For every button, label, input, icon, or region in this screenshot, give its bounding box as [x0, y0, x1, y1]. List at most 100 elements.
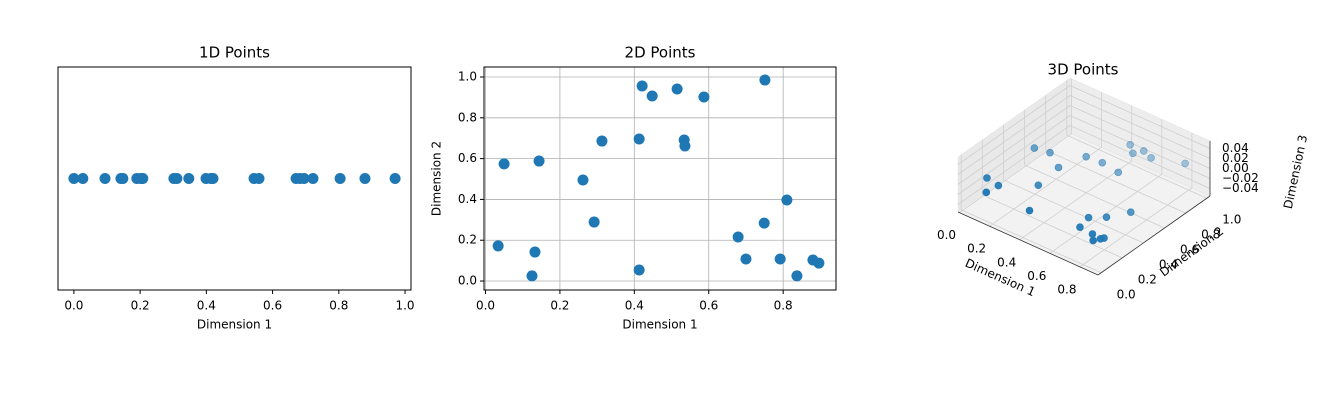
x-tick-label: 0.4 — [197, 299, 216, 313]
y-axis-label: Dimension 2 — [1157, 224, 1226, 280]
x-tick-label: 0.0 — [937, 228, 956, 242]
x-tick-label: 0.0 — [476, 299, 495, 313]
y-tick-label: 0.6 — [458, 151, 477, 165]
point — [183, 173, 195, 184]
y-tick-label: 0.6 — [1180, 243, 1199, 257]
z-tick-label: 0.00 — [1222, 161, 1249, 175]
point — [1054, 163, 1063, 172]
grid-line — [957, 95, 1071, 175]
point — [791, 270, 803, 282]
point — [698, 91, 710, 103]
y-tick-label: 0.0 — [1117, 287, 1136, 301]
grid-line — [1019, 160, 1132, 241]
z-tick-label: 0.04 — [1222, 141, 1249, 155]
grid-line — [957, 85, 1071, 165]
x-tick-label: 0.2 — [550, 299, 569, 313]
grid-line — [1069, 95, 1211, 159]
grid-line — [989, 146, 1102, 227]
point — [77, 173, 89, 184]
x-tick-label: 0.8 — [774, 299, 793, 313]
x-tick-label: 0.6 — [1027, 269, 1046, 283]
point — [171, 173, 183, 184]
chart-title: 3D Points — [1048, 61, 1119, 79]
point — [1129, 149, 1137, 158]
point — [1089, 236, 1097, 245]
grid-line — [1066, 134, 1207, 199]
grid-line — [1003, 179, 1144, 244]
point — [1139, 147, 1148, 155]
y-tick-label: 0.4 — [1159, 257, 1178, 271]
z-axis-label: Dimension 3 — [1281, 134, 1310, 211]
axes-frame — [483, 66, 837, 291]
y-axis-label: Dimension 2 — [430, 141, 444, 216]
y-tick-label: 0.2 — [1138, 272, 1157, 286]
point — [732, 231, 744, 243]
grid-line — [1069, 125, 1211, 189]
point — [207, 173, 219, 184]
point — [533, 155, 545, 167]
point — [526, 270, 538, 282]
x-tick-label: 0.8 — [329, 299, 348, 313]
point — [983, 174, 991, 182]
point — [1096, 235, 1105, 243]
grid-line — [1069, 105, 1211, 169]
y-tick-label: 1.0 — [1222, 213, 1241, 227]
grid-line — [957, 115, 1071, 195]
axes-frame — [57, 66, 412, 291]
y-tick-label: 0.0 — [458, 274, 477, 288]
y-tick-label: 0.8 — [1201, 228, 1220, 242]
point — [498, 158, 510, 170]
z-tick-label: −0.02 — [1222, 171, 1259, 185]
point — [633, 133, 645, 145]
x-tick-label: 0.0 — [64, 299, 83, 313]
point — [646, 90, 658, 102]
point — [389, 173, 401, 184]
point — [774, 253, 786, 265]
z-tick-label: −0.04 — [1222, 181, 1259, 195]
x-axis-label: Dimension 1 — [622, 318, 697, 332]
grid-line — [1069, 115, 1211, 179]
x-tick-label: 0.8 — [1057, 282, 1076, 296]
y-tick-label: 0.4 — [458, 192, 477, 206]
point — [679, 140, 691, 152]
point — [1030, 144, 1039, 152]
z-tick-label: 0.02 — [1222, 151, 1249, 165]
grid-line — [982, 194, 1123, 259]
y-tick-label: 1.0 — [458, 69, 477, 83]
point — [1126, 140, 1134, 149]
grid-line — [957, 105, 1071, 185]
grid-line — [961, 209, 1102, 274]
grid-line — [1069, 85, 1211, 149]
y-axis-line — [1097, 195, 1211, 276]
point — [99, 173, 111, 184]
x-axis-line — [957, 211, 1099, 276]
x-tick-label: 0.4 — [625, 299, 644, 313]
point — [298, 173, 310, 184]
point — [1098, 158, 1107, 167]
point — [1082, 152, 1090, 161]
chart-title: 1D Points — [199, 44, 270, 62]
point — [813, 257, 825, 269]
point — [596, 135, 608, 147]
point — [492, 240, 504, 252]
chart-title: 2D Points — [625, 44, 696, 62]
point — [1034, 181, 1043, 190]
point — [1076, 223, 1084, 231]
grid-line — [959, 133, 1072, 214]
x-tick-label: 1.0 — [395, 299, 414, 313]
point — [577, 174, 589, 186]
y-tick-label: 0.2 — [458, 233, 477, 247]
x-tick-label: 0.2 — [967, 242, 986, 256]
x-tick-label: 0.4 — [997, 255, 1016, 269]
point — [781, 194, 793, 206]
grid-line — [957, 125, 1071, 205]
point — [1102, 213, 1111, 221]
point — [334, 173, 346, 184]
point — [253, 173, 265, 184]
point — [359, 173, 371, 184]
point — [588, 216, 600, 228]
x-tick-label: 0.6 — [699, 299, 718, 313]
point — [633, 264, 645, 276]
point — [1126, 208, 1135, 217]
